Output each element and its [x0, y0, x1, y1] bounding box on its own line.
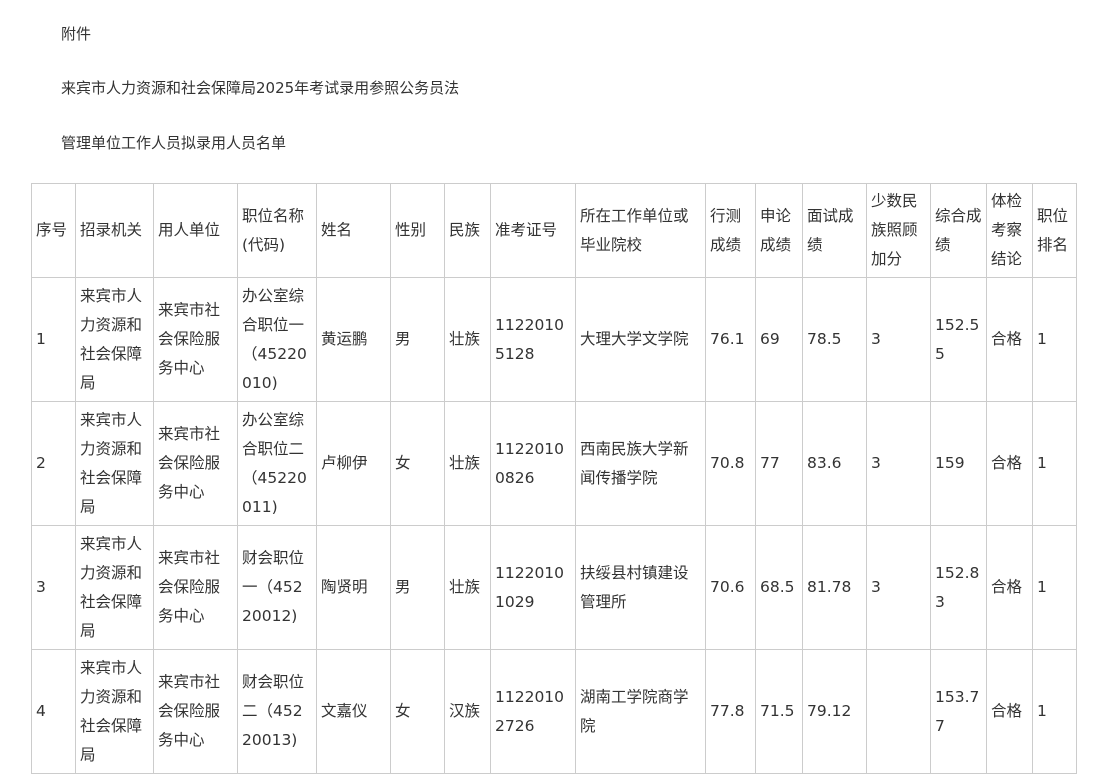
- table-cell: 合格: [986, 525, 1033, 650]
- table-cell: 来宾市人力资源和社会保障局: [75, 401, 154, 526]
- table-cell: 70.6: [705, 525, 756, 650]
- table-cell: 4: [31, 649, 76, 774]
- table-cell: 153.77: [930, 649, 987, 774]
- table-cell: 71.5: [755, 649, 803, 774]
- table-cell: 西南民族大学新闻传播学院: [575, 401, 706, 526]
- table-cell: 来宾市人力资源和社会保障局: [75, 649, 154, 774]
- table-cell: 11220100826: [490, 401, 576, 526]
- column-header: 职位排名: [1032, 183, 1077, 278]
- column-header: 性别: [390, 183, 445, 278]
- column-header: 职位名称(代码): [237, 183, 317, 278]
- table-cell: 女: [390, 649, 445, 774]
- document-title-line1: 来宾市人力资源和社会保障局2025年考试录用参照公务员法: [61, 79, 460, 97]
- column-header: 用人单位: [153, 183, 238, 278]
- column-header: 序号: [31, 183, 76, 278]
- candidate-table: 序号 招录机关 用人单位 职位名称(代码) 姓名 性别 民族 准考证号 所在工作单位或毕业院校行…: [31, 183, 1077, 774]
- table-cell: 70.8: [705, 401, 756, 526]
- table-cell: 69: [755, 277, 803, 402]
- table-row: 1 来宾市人力资源和社会保障局 来宾市社会保险服务中心 办公室综合职位一（452200…: [31, 277, 1077, 402]
- table-cell: 办公室综合职位一（45220010): [237, 277, 317, 402]
- table-cell: 3: [31, 525, 76, 650]
- table-cell: 壮族: [444, 401, 491, 526]
- table-cell: 68.5: [755, 525, 803, 650]
- table-cell: 76.1: [705, 277, 756, 402]
- table-cell: 79.12: [802, 649, 867, 774]
- table-row: 4 来宾市人力资源和社会保障局 来宾市社会保险服务中心 财会职位二（45220013)…: [31, 649, 1077, 774]
- column-header: 姓名: [316, 183, 391, 278]
- table-cell: 77.8: [705, 649, 756, 774]
- table-cell: 11220102726: [490, 649, 576, 774]
- table-cell: 大理大学文学院: [575, 277, 706, 402]
- table-cell: 合格: [986, 649, 1033, 774]
- table-cell: 来宾市人力资源和社会保障局: [75, 525, 154, 650]
- table-cell: 77: [755, 401, 803, 526]
- table-cell: 湖南工学院商学院: [575, 649, 706, 774]
- table-cell: 3: [866, 525, 931, 650]
- table-cell: 159: [930, 401, 987, 526]
- column-header: 申论成绩: [755, 183, 803, 278]
- table-cell: 1: [1032, 525, 1077, 650]
- table-cell: 来宾市社会保险服务中心: [153, 401, 238, 526]
- table-cell: 1: [1032, 277, 1077, 402]
- table-cell: 男: [390, 525, 445, 650]
- table-cell: 1: [31, 277, 76, 402]
- table-cell: 办公室综合职位二（45220011): [237, 401, 317, 526]
- table-cell: 女: [390, 401, 445, 526]
- column-header: 体检考察结论: [986, 183, 1033, 278]
- table-cell: 扶绥县村镇建设管理所: [575, 525, 706, 650]
- table-cell: 3: [866, 401, 931, 526]
- table-cell: 财会职位一（45220012): [237, 525, 317, 650]
- table-cell: 来宾市社会保险服务中心: [153, 649, 238, 774]
- table-cell: 陶贤明: [316, 525, 391, 650]
- table-cell: 合格: [986, 277, 1033, 402]
- table-cell: 11220101029: [490, 525, 576, 650]
- table-header-row: 序号 招录机关 用人单位 职位名称(代码) 姓名 性别 民族 准考证号 所在工作单位或毕业院校行…: [31, 183, 1077, 278]
- table-cell: 81.78: [802, 525, 867, 650]
- column-header: 招录机关: [75, 183, 154, 278]
- table-cell: 83.6: [802, 401, 867, 526]
- table-cell: 1: [1032, 649, 1077, 774]
- table-cell: 汉族: [444, 649, 491, 774]
- table-cell: 3: [866, 277, 931, 402]
- column-header: 准考证号: [490, 183, 576, 278]
- table-cell: 壮族: [444, 277, 491, 402]
- table-cell: 来宾市人力资源和社会保障局: [75, 277, 154, 402]
- table-cell: 财会职位二（45220013): [237, 649, 317, 774]
- column-header: 面试成绩: [802, 183, 867, 278]
- column-header: 所在工作单位或毕业院校: [575, 183, 706, 278]
- table-cell: 黄运鹏: [316, 277, 391, 402]
- table-cell: 11220105128: [490, 277, 576, 402]
- table-cell: [866, 649, 931, 774]
- table-cell: 来宾市社会保险服务中心: [153, 525, 238, 650]
- table-cell: 1: [1032, 401, 1077, 526]
- column-header: 行测成绩: [705, 183, 756, 278]
- document-title-line2: 管理单位工作人员拟录用人员名单: [61, 134, 287, 152]
- column-header: 综合成绩: [930, 183, 987, 278]
- table-row: 2 来宾市人力资源和社会保障局 来宾市社会保险服务中心 办公室综合职位二（452200…: [31, 401, 1077, 526]
- table-row: 3 来宾市人力资源和社会保障局 来宾市社会保险服务中心 财会职位一（45220012)…: [31, 525, 1077, 650]
- table-cell: 来宾市社会保险服务中心: [153, 277, 238, 402]
- column-header: 民族: [444, 183, 491, 278]
- table-cell: 合格: [986, 401, 1033, 526]
- table-cell: 男: [390, 277, 445, 402]
- table-cell: 文嘉仪: [316, 649, 391, 774]
- table-cell: 152.83: [930, 525, 987, 650]
- table-cell: 152.55: [930, 277, 987, 402]
- column-header: 少数民族照顾加分: [866, 183, 931, 278]
- table-cell: 2: [31, 401, 76, 526]
- attachment-label: 附件: [61, 25, 92, 43]
- table-cell: 78.5: [802, 277, 867, 402]
- table-cell: 卢柳伊: [316, 401, 391, 526]
- table-cell: 壮族: [444, 525, 491, 650]
